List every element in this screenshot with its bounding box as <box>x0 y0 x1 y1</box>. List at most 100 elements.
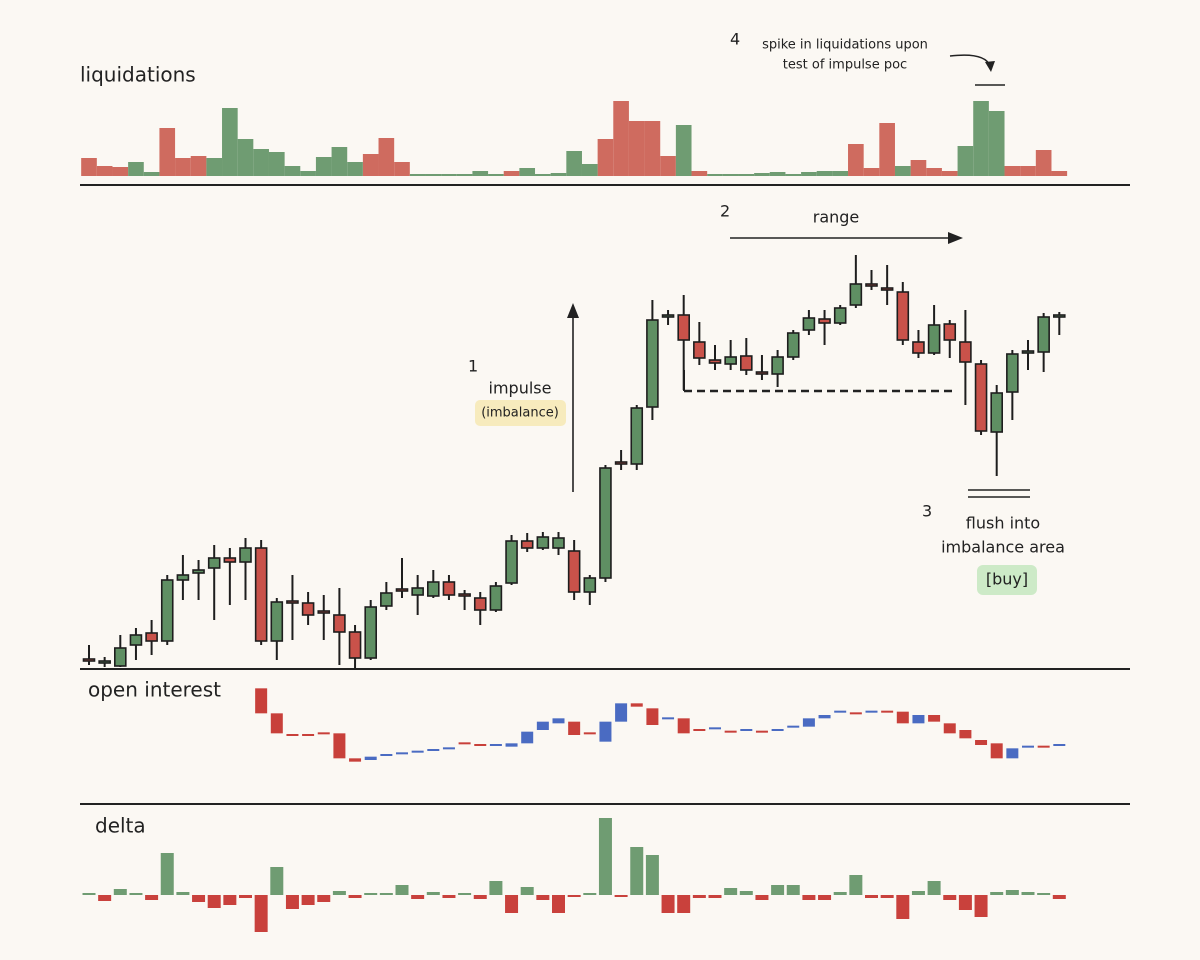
bar <box>879 123 895 176</box>
annotation: imbalance area <box>941 538 1065 557</box>
annotation: test of impulse poc <box>783 58 907 73</box>
bar <box>567 895 581 897</box>
bar <box>988 111 1005 176</box>
candle-body <box>662 717 675 720</box>
bar <box>863 168 880 176</box>
bar <box>865 895 878 898</box>
bar <box>707 174 723 176</box>
bar <box>816 171 833 176</box>
candle-body <box>677 718 690 734</box>
candle-body <box>223 557 237 563</box>
bar <box>739 891 753 895</box>
candle-body <box>755 371 769 375</box>
bar <box>771 885 785 895</box>
candle-body <box>536 721 549 730</box>
candle-body <box>661 314 675 318</box>
bar <box>239 895 252 898</box>
bar <box>786 885 800 895</box>
annotation: range <box>813 208 860 227</box>
bar <box>81 158 97 176</box>
bar <box>442 895 456 898</box>
candle-body <box>896 291 910 341</box>
bar <box>347 162 363 176</box>
candle-body <box>129 634 143 646</box>
bar <box>832 171 849 176</box>
candle-body <box>709 727 721 730</box>
candle-body <box>302 734 315 736</box>
annotation: [buy] <box>986 570 1028 589</box>
bar <box>426 892 440 895</box>
candle-body <box>442 581 456 596</box>
candle-body <box>974 363 988 432</box>
bar <box>364 893 378 895</box>
bar <box>503 171 520 176</box>
bar <box>96 166 113 176</box>
bar <box>362 154 379 176</box>
candle-body <box>255 688 268 714</box>
bar <box>113 889 127 895</box>
candle-body <box>583 732 596 735</box>
bar <box>1004 166 1021 176</box>
candle-body <box>536 536 550 549</box>
bar <box>552 895 565 913</box>
candle-body <box>943 723 956 734</box>
candle-body <box>552 537 565 549</box>
bar <box>911 891 925 895</box>
highlight <box>475 400 566 426</box>
candle-body <box>771 729 784 731</box>
candle-body <box>505 743 518 747</box>
candle-body <box>959 341 972 363</box>
bar <box>974 895 988 917</box>
bar <box>519 168 536 176</box>
bar <box>630 847 644 895</box>
candle-body <box>286 734 299 736</box>
candle-body <box>270 601 284 642</box>
candle-body <box>802 718 815 727</box>
bar <box>675 125 692 176</box>
candle-body <box>865 283 878 287</box>
bar <box>818 895 832 900</box>
candle-body <box>364 606 378 659</box>
candle-body <box>380 592 393 607</box>
bar <box>1052 895 1066 899</box>
candle-body <box>567 550 581 593</box>
arrow <box>949 54 991 67</box>
bar <box>926 168 942 176</box>
candle-body <box>834 710 847 713</box>
candle-body <box>739 355 753 371</box>
bar <box>425 174 442 176</box>
bar <box>237 139 254 176</box>
candle-body <box>301 602 315 616</box>
candle-body <box>614 461 628 465</box>
candle-body <box>505 540 518 584</box>
annotation: flush into <box>966 514 1040 533</box>
bar <box>160 853 174 895</box>
bar <box>581 164 598 176</box>
bar <box>222 108 238 176</box>
candle-body <box>787 725 800 728</box>
panel-title: delta <box>95 814 146 838</box>
bar <box>348 895 362 898</box>
bar <box>1005 890 1019 895</box>
candle-body <box>740 729 753 731</box>
candle-body <box>364 756 377 760</box>
candle-body <box>599 467 612 579</box>
candle-body <box>380 754 393 756</box>
bar <box>583 893 597 895</box>
candle-body <box>333 614 346 633</box>
bar <box>128 162 144 176</box>
bar <box>253 149 269 176</box>
candle-body <box>317 732 330 735</box>
candle-body <box>975 740 988 745</box>
bar <box>223 895 237 905</box>
candle-body <box>677 314 691 341</box>
candle-body <box>552 718 565 724</box>
candle-body <box>411 750 424 753</box>
candle-body <box>395 588 409 592</box>
bar <box>145 895 159 900</box>
bar <box>441 174 457 176</box>
bar <box>1021 892 1035 895</box>
candle-body <box>239 547 252 563</box>
bar <box>927 881 941 895</box>
